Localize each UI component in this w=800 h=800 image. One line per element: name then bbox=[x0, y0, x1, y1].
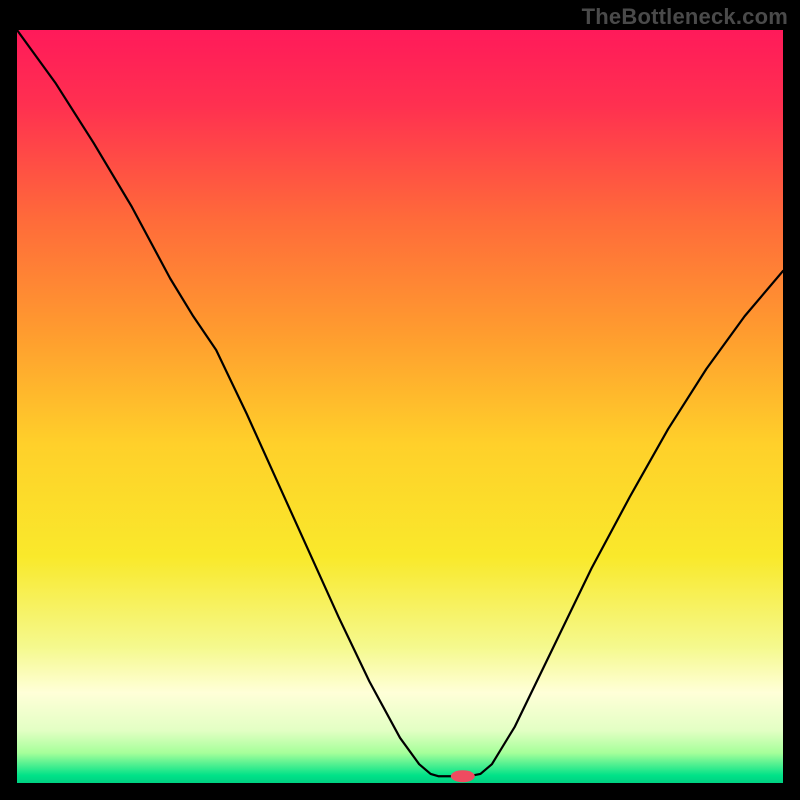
optimum-marker bbox=[451, 770, 475, 782]
plot-background bbox=[17, 30, 783, 783]
chart-frame: TheBottleneck.com bbox=[0, 0, 800, 800]
plot-svg bbox=[17, 30, 783, 783]
watermark-text: TheBottleneck.com bbox=[582, 4, 788, 30]
bottleneck-plot bbox=[17, 30, 783, 783]
